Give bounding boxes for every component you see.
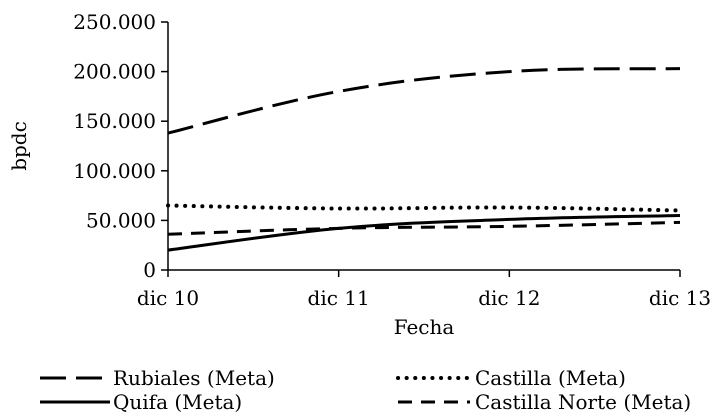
legend-label: Castilla Norte (Meta) — [475, 390, 691, 414]
legend-label: Castilla (Meta) — [475, 366, 626, 390]
series-lines — [168, 69, 680, 251]
y-tick-label: 200.000 — [73, 60, 156, 84]
y-tick-label: 150.000 — [73, 109, 156, 133]
y-axis-title: bpdc — [7, 121, 31, 171]
y-axis-ticks: 0 50.000 100.000 150.000 200.000 250.000 — [73, 10, 168, 282]
legend: Rubiales (Meta) Castilla (Meta) Quifa (Met… — [40, 366, 691, 414]
series-line — [168, 69, 680, 133]
y-tick-label: 250.000 — [73, 10, 156, 34]
x-axis-ticks: dic 10 dic 11 dic 12 dic 13 — [137, 270, 711, 310]
series-line — [168, 206, 680, 211]
x-tick-label: dic 10 — [137, 286, 199, 310]
y-tick-label: 100.000 — [73, 159, 156, 183]
x-axis-title: Fecha — [394, 315, 455, 339]
y-tick-label: 50.000 — [86, 208, 156, 232]
legend-label: Quifa (Meta) — [113, 390, 242, 414]
x-tick-label: dic 13 — [649, 286, 711, 310]
x-tick-label: dic 11 — [308, 286, 370, 310]
legend-label: Rubiales (Meta) — [113, 366, 275, 390]
y-tick-label: 0 — [143, 258, 156, 282]
x-tick-label: dic 12 — [478, 286, 540, 310]
